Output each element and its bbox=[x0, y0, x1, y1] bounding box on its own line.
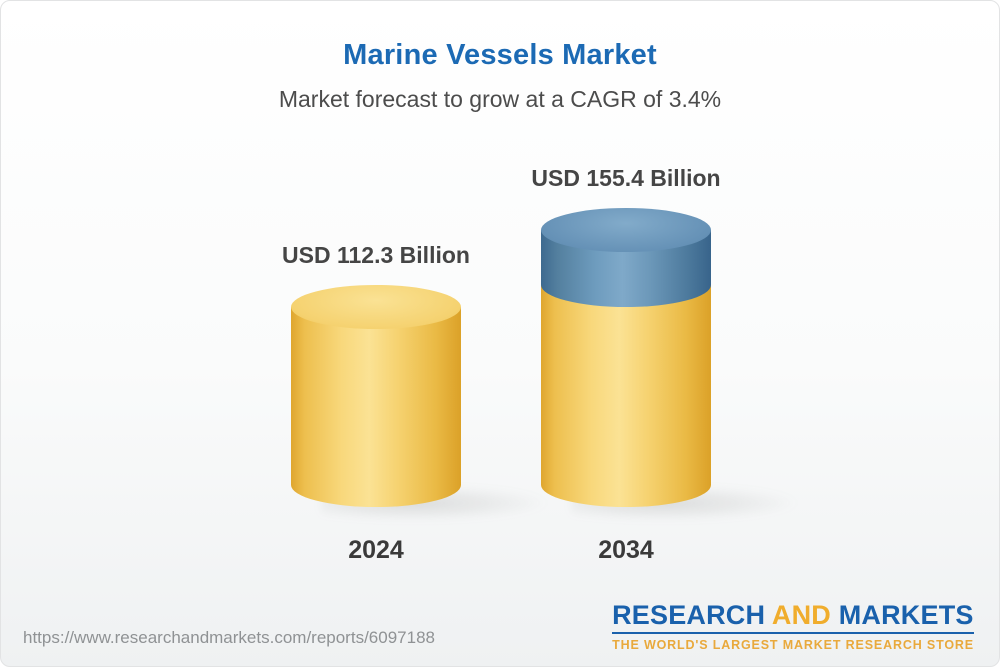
cylinder-body-2034 bbox=[541, 284, 711, 507]
cylinder-top-2024 bbox=[291, 284, 461, 329]
category-label-2034: 2034 bbox=[598, 536, 654, 564]
cylinder-body-2024 bbox=[291, 306, 461, 507]
chart-subtitle: Market forecast to grow at a CAGR of 3.4… bbox=[278, 86, 722, 112]
value-label-2034: USD 155.4 Billion bbox=[531, 165, 721, 191]
chart-title: Marine Vessels Market bbox=[343, 39, 657, 71]
logo-tagline: THE WORLD'S LARGEST MARKET RESEARCH STOR… bbox=[612, 638, 974, 652]
source-url: https://www.researchandmarkets.com/repor… bbox=[23, 628, 435, 647]
value-label-2024: USD 112.3 Billion bbox=[282, 241, 470, 268]
cylinder-top-2034 bbox=[541, 208, 711, 252]
logo-divider bbox=[612, 632, 974, 634]
logo-word-markets: MARKETS bbox=[838, 599, 974, 630]
researchandmarkets-logo: RESEARCH AND MARKETS THE WORLD'S LARGEST… bbox=[612, 599, 974, 652]
logo-word-and: AND bbox=[771, 599, 832, 630]
logo-wordmark: RESEARCH AND MARKETS bbox=[612, 599, 974, 630]
logo-word-research: RESEARCH bbox=[612, 599, 766, 630]
category-label-2024: 2024 bbox=[348, 536, 404, 564]
